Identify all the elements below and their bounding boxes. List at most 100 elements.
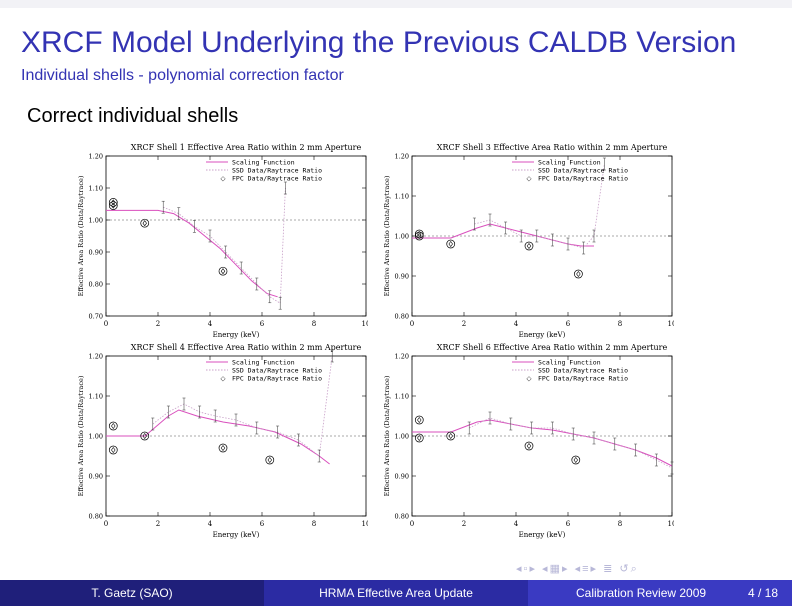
x-tick-label: 0 bbox=[410, 320, 414, 328]
y-axis-label: Effective Area Ratio (Data/Raytrace) bbox=[77, 375, 85, 496]
nav-prev-section-icon[interactable]: ◂ bbox=[574, 563, 583, 575]
x-tick-label: 6 bbox=[566, 320, 571, 328]
footer-bar: T. Gaetz (SAO) HRMA Effective Area Updat… bbox=[0, 580, 792, 606]
y-tick-label: 0.80 bbox=[89, 281, 103, 289]
legend-entry: Scaling Function bbox=[538, 359, 601, 367]
y-tick-label: 1.20 bbox=[395, 353, 409, 361]
legend-entry: SSD Data/Raytrace Ratio bbox=[538, 367, 628, 375]
scaling-function-line bbox=[412, 419, 673, 467]
footer-venue-block: Calibration Review 2009 4 / 18 bbox=[528, 580, 792, 606]
fpc-diamond bbox=[111, 446, 116, 454]
nav-subsection-icon: ▦ bbox=[549, 563, 562, 575]
legend-marker: ◇ bbox=[527, 176, 533, 183]
chart-shell-1-svg: XRCF Shell 1 Effective Area Ratio within… bbox=[77, 143, 368, 339]
x-tick-label: 2 bbox=[156, 320, 160, 328]
y-tick-label: 1.10 bbox=[395, 393, 409, 401]
x-tick-label: 10 bbox=[668, 320, 674, 328]
x-tick-label: 8 bbox=[312, 520, 316, 528]
y-tick-label: 0.80 bbox=[395, 513, 409, 521]
legend-marker: ◇ bbox=[221, 376, 227, 383]
nav-prev-subsection-icon[interactable]: ◂ bbox=[542, 563, 550, 575]
nav-next-frame-icon[interactable]: ▸ bbox=[529, 563, 537, 575]
chart-title: XRCF Shell 1 Effective Area Ratio within… bbox=[131, 143, 362, 152]
fpc-marker bbox=[218, 443, 228, 453]
y-tick-label: 1.00 bbox=[89, 217, 103, 225]
fpc-marker bbox=[574, 269, 583, 279]
fpc-diamond bbox=[111, 202, 116, 209]
fpc-diamond bbox=[448, 432, 453, 440]
ssd-ratio-line bbox=[474, 163, 605, 249]
nav-next-section-icon[interactable]: ▸ bbox=[590, 563, 599, 575]
nav-search-icon[interactable]: ⌕ bbox=[630, 563, 639, 575]
x-tick-label: 4 bbox=[514, 320, 519, 328]
x-tick-label: 2 bbox=[156, 520, 160, 528]
nav-align-icon[interactable]: ≣ bbox=[603, 563, 615, 575]
scaling-function-line bbox=[412, 223, 594, 247]
ssd-ratio-line bbox=[152, 355, 333, 457]
slide-title: XRCF Model Underlying the Previous CALDB… bbox=[21, 26, 737, 59]
fpc-marker bbox=[218, 266, 228, 276]
y-tick-label: 1.00 bbox=[89, 433, 103, 441]
legend-entry: FPC Data/Raytrace Ratio bbox=[232, 375, 322, 383]
x-tick-label: 10 bbox=[362, 520, 368, 528]
legend-marker: ◇ bbox=[221, 176, 227, 183]
y-tick-label: 1.20 bbox=[395, 153, 409, 161]
x-tick-label: 6 bbox=[260, 520, 265, 528]
x-axis-label: Energy (keV) bbox=[213, 331, 260, 339]
nav-next-subsection-icon[interactable]: ▸ bbox=[561, 563, 570, 575]
legend-entry: FPC Data/Raytrace Ratio bbox=[538, 375, 628, 383]
fpc-marker bbox=[265, 455, 275, 465]
section-heading: Correct individual shells bbox=[27, 105, 239, 127]
legend-entry: SSD Data/Raytrace Ratio bbox=[232, 367, 322, 375]
y-axis-label: Effective Area Ratio (Data/Raytrace) bbox=[383, 375, 391, 496]
fpc-marker bbox=[524, 241, 534, 251]
y-tick-label: 1.10 bbox=[395, 193, 409, 201]
x-tick-label: 4 bbox=[208, 320, 213, 328]
y-tick-label: 0.80 bbox=[89, 513, 103, 521]
fpc-marker bbox=[108, 201, 118, 210]
nav-frame-icon: ▫ bbox=[523, 563, 530, 575]
fpc-marker bbox=[140, 431, 150, 441]
fpc-diamond bbox=[142, 432, 147, 440]
fpc-diamond bbox=[220, 444, 226, 452]
fpc-marker bbox=[108, 198, 118, 207]
fpc-diamond bbox=[142, 220, 147, 227]
y-tick-label: 1.10 bbox=[89, 393, 103, 401]
chart-shell-6-svg: XRCF Shell 6 Effective Area Ratio within… bbox=[383, 343, 674, 539]
nav-prev-frame-icon[interactable]: ◂ bbox=[516, 563, 524, 575]
x-tick-label: 10 bbox=[668, 520, 674, 528]
x-tick-label: 0 bbox=[410, 520, 414, 528]
fpc-diamond bbox=[111, 199, 116, 206]
y-tick-label: 0.90 bbox=[395, 473, 409, 481]
fpc-diamond bbox=[417, 434, 422, 442]
footer-author: T. Gaetz (SAO) bbox=[0, 580, 264, 606]
top-strip bbox=[0, 0, 792, 8]
fpc-marker bbox=[414, 433, 424, 443]
legend-entry: SSD Data/Raytrace Ratio bbox=[538, 167, 628, 175]
slide-subtitle: Individual shells - polynomial correctio… bbox=[21, 67, 344, 84]
footer-page-number: 4 / 18 bbox=[747, 586, 778, 600]
fpc-diamond bbox=[576, 270, 581, 278]
x-tick-label: 8 bbox=[618, 320, 622, 328]
chart-shell-4-svg: XRCF Shell 4 Effective Area Ratio within… bbox=[77, 343, 368, 539]
y-tick-label: 0.90 bbox=[89, 473, 103, 481]
fpc-diamond bbox=[573, 456, 578, 464]
x-tick-label: 10 bbox=[362, 320, 368, 328]
x-tick-label: 8 bbox=[312, 320, 316, 328]
y-axis-label: Effective Area Ratio (Data/Raytrace) bbox=[77, 175, 85, 296]
x-axis-label: Energy (keV) bbox=[213, 531, 260, 539]
fpc-diamond bbox=[448, 240, 453, 248]
legend-entry: SSD Data/Raytrace Ratio bbox=[232, 167, 322, 175]
nav-back-icon[interactable]: ↺ bbox=[619, 563, 631, 575]
x-tick-label: 6 bbox=[566, 520, 571, 528]
fpc-diamond bbox=[267, 456, 272, 464]
fpc-marker bbox=[446, 239, 456, 249]
fpc-diamond bbox=[220, 268, 226, 275]
fpc-marker bbox=[140, 218, 150, 228]
y-tick-label: 1.20 bbox=[89, 353, 103, 361]
chart-shell-4: XRCF Shell 4 Effective Area Ratio within… bbox=[76, 340, 368, 540]
chart-title: XRCF Shell 3 Effective Area Ratio within… bbox=[437, 143, 668, 152]
y-tick-label: 1.10 bbox=[89, 185, 103, 193]
x-tick-label: 4 bbox=[514, 520, 519, 528]
fpc-diamond bbox=[526, 442, 532, 450]
